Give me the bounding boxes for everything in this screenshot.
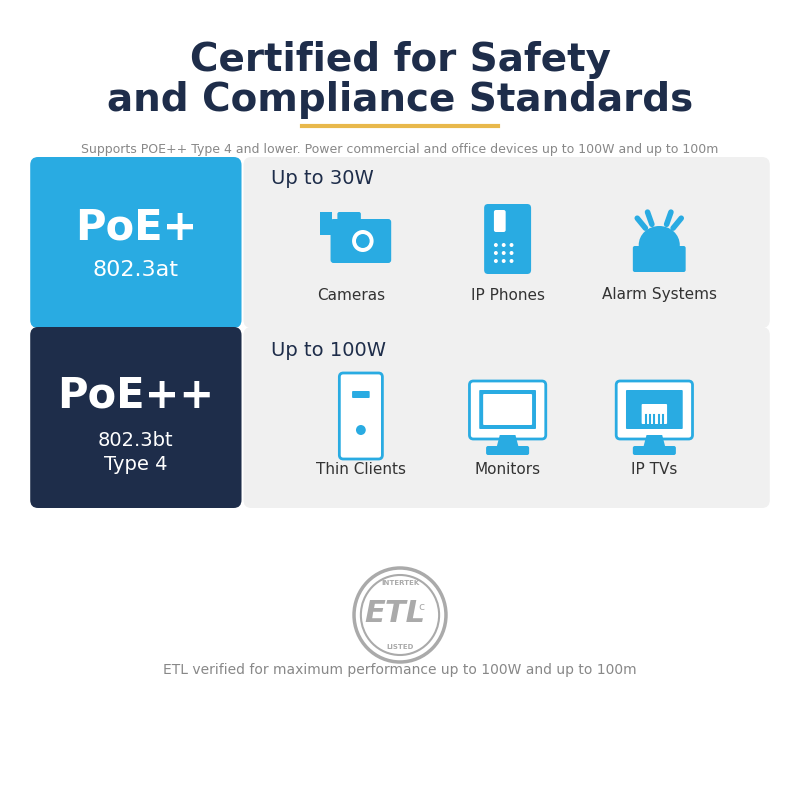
Polygon shape <box>642 435 666 450</box>
Circle shape <box>510 251 514 255</box>
FancyBboxPatch shape <box>30 157 242 328</box>
Text: c: c <box>418 602 425 612</box>
Text: Certified for Safety: Certified for Safety <box>190 41 610 79</box>
FancyBboxPatch shape <box>616 381 693 439</box>
Text: Thin Clients: Thin Clients <box>316 462 406 478</box>
Circle shape <box>494 243 498 247</box>
Text: ETL verified for maximum performance up to 100W and up to 100m: ETL verified for maximum performance up … <box>163 663 637 677</box>
Text: LISTED: LISTED <box>386 644 414 650</box>
Text: Type 4: Type 4 <box>104 455 168 474</box>
Ellipse shape <box>638 226 680 264</box>
Circle shape <box>356 425 366 435</box>
Text: 802.3bt: 802.3bt <box>98 430 174 450</box>
FancyBboxPatch shape <box>479 390 536 429</box>
FancyBboxPatch shape <box>30 327 242 508</box>
FancyBboxPatch shape <box>483 394 532 425</box>
FancyBboxPatch shape <box>642 404 667 424</box>
Text: PoE++: PoE++ <box>58 374 214 416</box>
Circle shape <box>494 259 498 263</box>
FancyBboxPatch shape <box>352 391 370 398</box>
Text: Up to 100W: Up to 100W <box>271 341 386 359</box>
FancyBboxPatch shape <box>484 204 531 274</box>
Text: Up to 30W: Up to 30W <box>271 169 374 187</box>
Text: Cameras: Cameras <box>317 287 385 302</box>
Circle shape <box>502 251 506 255</box>
FancyBboxPatch shape <box>494 210 506 232</box>
Circle shape <box>502 243 506 247</box>
FancyBboxPatch shape <box>243 327 770 508</box>
Circle shape <box>356 234 370 248</box>
FancyBboxPatch shape <box>338 212 361 224</box>
Text: Alarm Systems: Alarm Systems <box>602 287 717 302</box>
Text: 802.3at: 802.3at <box>93 260 179 280</box>
Circle shape <box>502 259 506 263</box>
Text: IP Phones: IP Phones <box>470 287 545 302</box>
FancyBboxPatch shape <box>470 381 546 439</box>
Text: IP TVs: IP TVs <box>631 462 678 478</box>
Polygon shape <box>496 435 519 450</box>
FancyBboxPatch shape <box>330 219 391 263</box>
FancyBboxPatch shape <box>633 246 686 272</box>
FancyBboxPatch shape <box>626 390 682 429</box>
FancyBboxPatch shape <box>243 157 770 328</box>
Circle shape <box>510 243 514 247</box>
Text: and Compliance Standards: and Compliance Standards <box>107 81 693 119</box>
Circle shape <box>494 251 498 255</box>
FancyBboxPatch shape <box>486 446 529 455</box>
Text: Monitors: Monitors <box>474 462 541 478</box>
FancyBboxPatch shape <box>339 373 382 459</box>
Text: INTERTEK: INTERTEK <box>381 580 419 586</box>
Text: ETL: ETL <box>365 598 426 627</box>
Polygon shape <box>320 212 331 235</box>
Circle shape <box>510 259 514 263</box>
FancyBboxPatch shape <box>633 446 676 455</box>
Text: PoE+: PoE+ <box>74 207 197 249</box>
Text: Supports POE++ Type 4 and lower. Power commercial and office devices up to 100W : Supports POE++ Type 4 and lower. Power c… <box>82 143 718 157</box>
Circle shape <box>352 230 374 252</box>
